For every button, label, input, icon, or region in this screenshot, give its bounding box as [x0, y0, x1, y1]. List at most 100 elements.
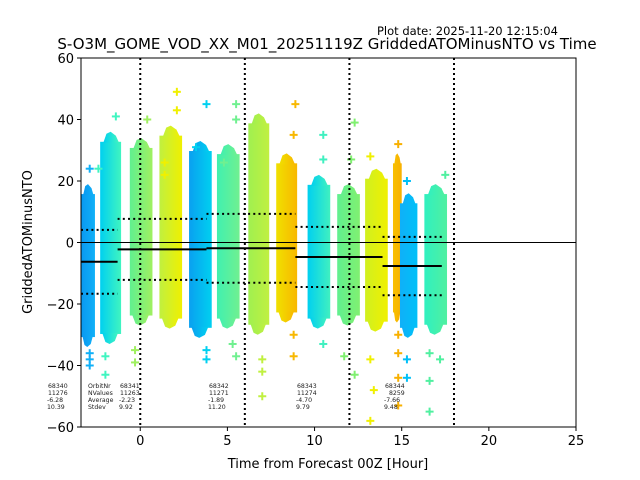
data-cluster — [248, 113, 270, 401]
orbit-stat-value: 9.92 — [119, 404, 133, 411]
plot-date: Plot date: 2025-11-20 12:15:04 — [377, 24, 558, 38]
outlier-point — [94, 164, 103, 173]
orbit-stat-value: -4.70 — [296, 397, 312, 404]
outlier-point — [111, 112, 120, 121]
x-tick-label: 20 — [481, 434, 498, 449]
cluster-body — [424, 194, 448, 325]
cluster-bottom — [161, 317, 179, 329]
outlier-point — [85, 164, 94, 173]
x-axis-label: Time from Forecast 00Z [Hour] — [227, 457, 429, 472]
data-cluster — [94, 112, 122, 379]
cluster-bottom — [426, 323, 444, 335]
data-cluster — [81, 164, 95, 370]
cluster-bottom — [82, 336, 93, 348]
outlier-point — [402, 373, 411, 382]
orbit-stat-value: 68343 — [297, 383, 317, 390]
y-tick-label: −20 — [47, 298, 74, 313]
cluster-top — [103, 131, 119, 143]
cluster-body — [129, 147, 153, 316]
outlier-point — [289, 130, 298, 139]
outlier-point — [319, 130, 328, 139]
outlier-point — [85, 361, 94, 370]
y-tick-label: −60 — [47, 421, 74, 436]
data-cluster — [392, 140, 403, 410]
y-axis-label: GriddedATOMinusNTO — [21, 170, 36, 314]
outlier-point — [441, 170, 450, 179]
cluster-top — [368, 168, 386, 180]
outlier-point — [131, 346, 140, 355]
outlier-point — [350, 118, 359, 127]
y-tick-label: 60 — [57, 52, 74, 67]
outlier-point — [289, 330, 298, 339]
clusters — [81, 87, 450, 425]
outlier-point — [258, 367, 267, 376]
y-tick-label: −40 — [47, 360, 74, 375]
outlier-point — [202, 346, 211, 355]
cluster-top — [427, 184, 445, 196]
outlier-point — [172, 106, 181, 115]
orbit-stat-label: OrbitNr — [88, 383, 111, 390]
orbit-stat-value: 68344 — [385, 383, 405, 390]
outlier-point — [319, 155, 328, 164]
outlier-point — [160, 170, 169, 179]
cluster-top — [83, 184, 94, 196]
outlier-point — [402, 355, 411, 364]
outlier-point — [425, 349, 434, 358]
orbit-stat-value: 11263 — [120, 390, 140, 397]
cluster-body — [81, 194, 95, 338]
cluster-top — [402, 193, 416, 205]
y-tick-label: 20 — [57, 175, 74, 190]
orbit-stat-value: -7.66 — [384, 397, 400, 404]
outlier-point — [202, 355, 211, 364]
orbit-stat-value: 11271 — [209, 390, 229, 397]
data-cluster — [276, 100, 300, 361]
data-cluster — [399, 177, 418, 382]
outlier-point — [258, 355, 267, 364]
cluster-bottom — [309, 317, 327, 329]
y-tick-label: 40 — [57, 114, 74, 129]
data-cluster — [307, 130, 331, 348]
outlier-point — [289, 352, 298, 361]
orbit-stat-value: 9.79 — [296, 404, 310, 411]
orbit-stat-value: 11276 — [48, 390, 68, 397]
cluster-body — [100, 141, 122, 334]
chart-title: S-O3M_GOME_VOD_XX_M01_20251119Z GriddedA… — [57, 35, 596, 54]
outlier-point — [232, 100, 241, 109]
outlier-point — [319, 339, 328, 348]
cluster-top — [220, 144, 238, 156]
outlier-point — [394, 349, 403, 358]
outlier-point — [402, 177, 411, 185]
outlier-point — [350, 370, 359, 379]
cluster-top — [133, 137, 151, 149]
cluster-body — [159, 135, 183, 319]
outlier-point — [425, 376, 434, 385]
outlier-point — [340, 352, 349, 361]
outlier-point — [366, 152, 375, 161]
outlier-point — [101, 370, 110, 379]
outlier-point — [394, 140, 403, 149]
outlier-point — [131, 358, 140, 367]
cluster-bottom — [250, 323, 267, 335]
outlier-point — [291, 100, 300, 109]
outlier-point — [101, 352, 110, 361]
orbit-stat-value: 11274 — [297, 390, 317, 397]
cluster-bottom — [339, 314, 357, 326]
outlier-point — [394, 330, 403, 339]
cluster-bottom — [102, 332, 118, 344]
orbit-stat-value: 68340 — [48, 383, 68, 390]
orbit-stat-value: 11.20 — [208, 404, 226, 411]
outlier-point — [394, 373, 403, 382]
cluster-body — [216, 154, 240, 319]
outlier-point — [232, 352, 241, 361]
outlier-point — [202, 100, 211, 109]
orbit-stat-value: -1.89 — [208, 397, 224, 404]
cluster-bottom — [278, 311, 294, 323]
orbit-stat-label: NValues — [88, 390, 113, 397]
orbit-stat-value: 9.48 — [384, 404, 398, 411]
x-tick-label: 25 — [568, 434, 585, 449]
outlier-point — [366, 355, 375, 364]
orbit-stat-label: Average — [88, 397, 114, 404]
